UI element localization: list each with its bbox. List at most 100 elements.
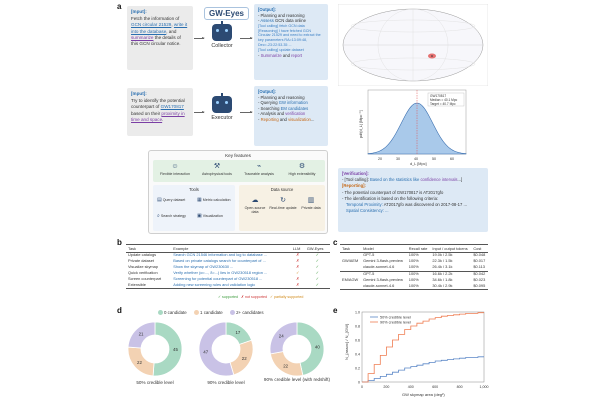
ds-open: ☁ Open-source data <box>241 197 269 214</box>
table-cell-recall: 100% <box>406 264 431 272</box>
hist-legend-2: Median = 40.1 Mpc <box>430 98 458 102</box>
input-header: [Input]: <box>131 91 147 96</box>
robot-icon <box>212 21 232 41</box>
ds-private: ▥ Private data <box>297 197 325 210</box>
output-step: - Planning and reasoning <box>258 12 305 18</box>
input-text: Try to identify the potential counterpar… <box>131 98 185 110</box>
arrow-input-executor <box>194 110 205 113</box>
task-comparison-table: Task Example LLM GW-Eyes Update catalogs… <box>126 244 330 290</box>
panel-letter-c: c <box>333 238 338 247</box>
tools-box: Tools ▤Query dataset ▦Metric calculation… <box>153 185 235 231</box>
donut-value-label: 45 <box>173 347 178 352</box>
donut-slice <box>198 321 235 377</box>
legend-swatch <box>194 310 200 315</box>
table-cell-cost: $0.017 <box>473 258 486 264</box>
y-tick-label: 0.6 <box>355 338 360 342</box>
input-link-proximity: proximity in time and space <box>131 110 185 122</box>
key-features-panel: Key features ☺ Flexible interaction ⚒ Astr… <box>148 150 328 234</box>
table-row: claude-sonnet-4.6 100% 30.4k / 2.9k $0.095 <box>340 283 488 291</box>
table-cell-llm: ✗ <box>296 252 300 258</box>
table-cell-model: claude-sonnet-4.6 <box>361 283 407 291</box>
table-cell-gw: ✓ <box>315 258 320 264</box>
input-link-gw170817: GW170817 <box>160 104 184 110</box>
table-cell-recall: 100% <box>406 283 431 291</box>
table-cell-llm: ✗ <box>296 264 300 270</box>
input-text: based on their <box>131 110 162 116</box>
donut-value-label: 24 <box>279 333 284 338</box>
panel-letter-d: d <box>117 306 122 315</box>
sky-parallel <box>350 57 476 71</box>
panel-letter-e: e <box>333 306 338 315</box>
col-header: LLM <box>290 244 305 253</box>
output-note: [Reasoning] I have fetched GCN Circular … <box>258 28 321 47</box>
table-cell-recall: 100% <box>408 271 419 277</box>
table-row: claude-sonnet-4.6 100% 26.4k / 3.1k $0.113 <box>340 264 488 272</box>
table-row: Extensible Adding new screening rules and… <box>126 282 330 290</box>
table-cell-tokens: 22.3k / 1.5k <box>432 258 453 264</box>
table-cell-tokens: 26.4k / 3.1k <box>430 264 472 272</box>
x-tick-label: 1,000 <box>480 385 489 389</box>
table-row: Quick verification Verify whether (α=...,… <box>126 270 330 277</box>
x-tick-label: 0 <box>361 385 363 389</box>
verification-line: - [Tool calling]: Based on the statistic… <box>342 177 463 183</box>
hist-legend-3: Target = 40.7 Mpc <box>430 102 456 106</box>
executor-label: Executor <box>211 115 233 121</box>
arrow-input-collector <box>194 36 205 39</box>
legend-label-50: 50% credible level <box>380 316 411 320</box>
hist-xtick: 20 <box>378 157 382 161</box>
col-header: Recall rate <box>406 244 431 253</box>
table-cell-model: Gemini 3-flash-preview <box>363 277 403 283</box>
lock-icon: ▥ <box>307 197 315 204</box>
col-header: Input / output tokens <box>430 244 472 253</box>
sky-parallel <box>350 19 476 33</box>
table-row: GPT-5 100% 19.0k / 2.5k $0.048 <box>340 252 488 258</box>
datasource-title: Data source <box>270 187 294 192</box>
hist-legend-box <box>427 92 465 107</box>
table-row: Update catalogs Search GCN 21546 informat… <box>126 252 330 258</box>
x-tick-label: 800 <box>457 385 463 389</box>
tool-search: ⌕Search strategy <box>157 213 186 219</box>
feature-flexible: ☺ Flexible interaction <box>155 163 195 176</box>
table-cell-example: Verify whether (α=..., δ=...) lies in GW… <box>173 270 268 276</box>
table-cell-llm: ✓ <box>296 270 300 276</box>
table-cell-cost: $0.023 <box>473 277 486 283</box>
table-row: EM/AGW Gemini 3-flash-preview 100% 34.6k / … <box>340 277 488 283</box>
table-cell-example: Show the skymap of GW230630 ... <box>173 264 234 270</box>
input-text: , <box>171 22 174 28</box>
hist-xlabel: d_L [Mpc] <box>410 162 427 166</box>
datasource-box: Data source ☁ Open-source data ↻ Real-time… <box>239 185 325 231</box>
report-line: - The identification is based on the fol… <box>342 195 439 201</box>
calculator-icon: ▦ <box>197 197 202 203</box>
report-line: Temporal Proximity: AT2017gfo was discov… <box>346 202 467 208</box>
table-cell-recall: 100% <box>408 252 419 258</box>
hist-legend-1: GW170817 <box>430 94 446 98</box>
table-cell-tokens: 34.6k / 1.8k <box>432 277 453 283</box>
table-cell-tokens: 19.0k / 2.5k <box>432 252 453 258</box>
sky-target <box>431 55 433 57</box>
image-icon: ▣ <box>197 213 202 219</box>
series-line-50 <box>362 356 484 383</box>
output-note: [Tool calling] fetch GCN data <box>258 23 305 28</box>
table-cell-recall: 100% <box>408 258 419 264</box>
legend-swatch <box>230 310 236 315</box>
table-cell-task: Quick verification <box>128 270 158 276</box>
table-cell-tokens: 16.6k / 2.2k <box>432 271 453 277</box>
output-note: [Tool calling] update dataset <box>258 47 304 52</box>
y-tick-label: 0.4 <box>355 352 360 356</box>
y-tick-label: 0 <box>358 380 360 384</box>
table-cell-gw: ✓ <box>315 264 320 270</box>
y-tick-label: 0.8 <box>355 324 360 328</box>
input-link-database: write it into the database <box>131 22 188 34</box>
distance-histogram: GW170817 Median = 40.1 Mpc Target = 40.7… <box>359 89 467 166</box>
table-cell-task: EM/AGW <box>342 277 359 283</box>
table-cell-task: Screen counterpart <box>128 276 162 282</box>
line-ylabel: N_{assoc} / N_{GW} <box>344 323 349 360</box>
col-header: GW-Eyes <box>304 244 330 253</box>
hist-xtick: 50 <box>432 157 436 161</box>
verification-header: [Verification]: <box>342 171 369 176</box>
output-header: [Output]: <box>258 7 276 12</box>
table-cell-example: Screening for potential counterpart of G… <box>173 276 263 282</box>
output-step: - Assess GCN data online <box>258 18 306 24</box>
output-step: - Reporting and visualization... <box>258 116 315 122</box>
panel-letter-a: a <box>117 2 122 11</box>
